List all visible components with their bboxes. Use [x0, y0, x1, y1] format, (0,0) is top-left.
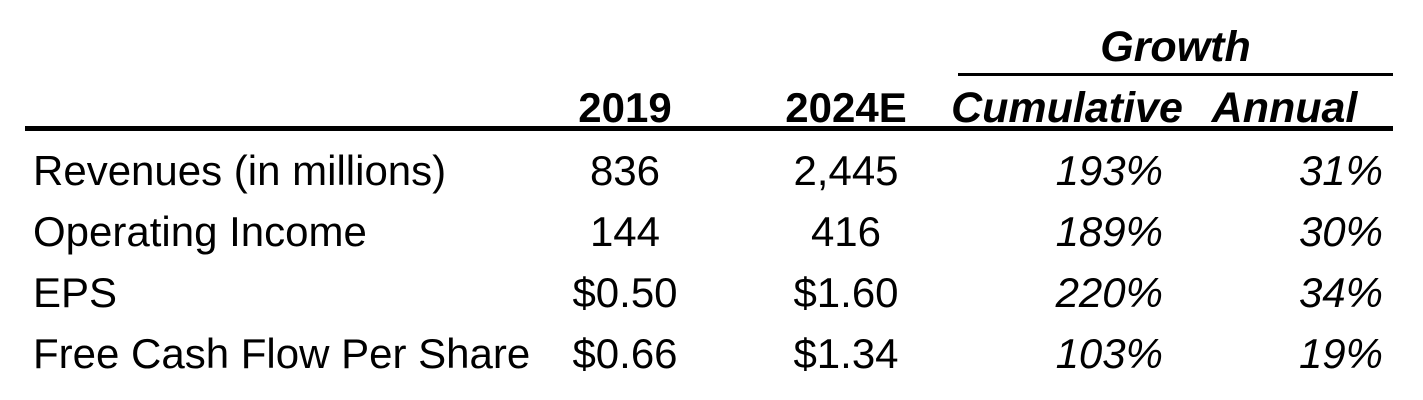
- cell-value: 193%: [1055, 147, 1163, 194]
- row-label-eps: EPS: [25, 253, 560, 314]
- cell-value: 34%: [1298, 269, 1383, 316]
- cell-fcf-annual: 19%: [1176, 314, 1393, 375]
- cell-value: $0.66: [572, 330, 678, 377]
- table-grid: Growth 2019 2024E Cumulative Annual Reve…: [25, 0, 1393, 375]
- cell-revenues-annual: 31%: [1176, 131, 1393, 192]
- cell-fcf-cumulative: 103%: [958, 314, 1176, 375]
- row-label-fcf-per-share: Free Cash Flow Per Share: [25, 314, 560, 375]
- group-header-growth-label: Growth: [1100, 22, 1251, 71]
- cell-fcf-2019: $0.66: [560, 314, 690, 375]
- column-header-empty: [25, 76, 560, 131]
- row-label-revenues: Revenues (in millions): [25, 131, 560, 192]
- cell-opinc-2024e: 416: [690, 192, 958, 253]
- row-label-operating-income: Operating Income: [25, 192, 560, 253]
- cell-value: 30%: [1298, 208, 1383, 255]
- cell-revenues-cumulative: 193%: [958, 131, 1176, 192]
- cell-revenues-2024e: 2,445: [690, 131, 958, 192]
- cell-value: $1.60: [793, 269, 899, 316]
- cell-opinc-2019: 144: [560, 192, 690, 253]
- column-header-2019: 2019: [560, 76, 690, 131]
- cell-revenues-2019: 836: [560, 131, 690, 192]
- cell-eps-cumulative: 220%: [958, 253, 1176, 314]
- cell-eps-annual: 34%: [1176, 253, 1393, 314]
- column-header-2024e: 2024E: [690, 76, 958, 131]
- row-label-text: Operating Income: [33, 208, 367, 255]
- cell-eps-2019: $0.50: [560, 253, 690, 314]
- cell-value: 220%: [1055, 269, 1163, 316]
- cell-value: 416: [810, 208, 882, 255]
- cell-value: $0.50: [572, 269, 678, 316]
- cell-value: 19%: [1298, 330, 1383, 377]
- group-header-spacer-2019: [560, 0, 690, 76]
- column-header-annual: Annual: [1176, 76, 1393, 131]
- cell-value: 836: [589, 147, 661, 194]
- column-header-2019-label: 2019: [578, 84, 672, 131]
- row-label-text: Revenues (in millions): [33, 147, 447, 194]
- cell-opinc-cumulative: 189%: [958, 192, 1176, 253]
- cell-value: 144: [589, 208, 661, 255]
- column-header-2024e-label: 2024E: [785, 84, 907, 131]
- cell-value: 2,445: [793, 147, 899, 194]
- group-header-growth: Growth: [958, 0, 1393, 76]
- column-header-annual-label: Annual: [1211, 83, 1358, 132]
- cell-value: $1.34: [793, 330, 899, 377]
- cell-value: 31%: [1298, 147, 1383, 194]
- column-header-cumulative: Cumulative: [951, 76, 1183, 131]
- column-header-cumulative-label: Cumulative: [951, 83, 1183, 132]
- row-label-text: EPS: [33, 269, 118, 316]
- row-label-text: Free Cash Flow Per Share: [33, 330, 531, 377]
- group-header-spacer-2024e: [690, 0, 958, 76]
- cell-eps-2024e: $1.60: [690, 253, 958, 314]
- cell-value: 103%: [1055, 330, 1163, 377]
- group-header-spacer-label: [25, 0, 560, 76]
- cell-fcf-2024e: $1.34: [690, 314, 958, 375]
- cell-opinc-annual: 30%: [1176, 192, 1393, 253]
- cell-value: 189%: [1055, 208, 1163, 255]
